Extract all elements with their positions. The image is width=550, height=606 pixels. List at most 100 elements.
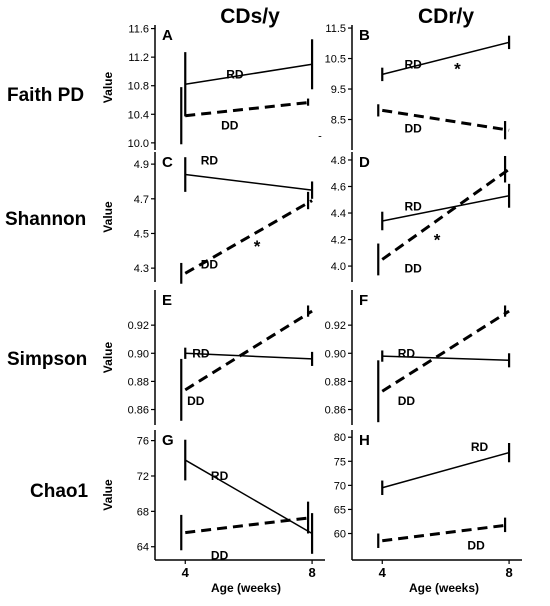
- y-tick-label: 60: [334, 529, 346, 541]
- y-tick-label: 0.88: [325, 376, 346, 388]
- series-line-rd: [185, 63, 313, 86]
- column-title-cdry: CDr/y: [418, 5, 474, 28]
- series-label-rd: RD: [471, 440, 489, 454]
- y-tick-label: 4.4: [331, 208, 346, 220]
- y-tick-label: 8.5: [331, 115, 346, 127]
- panel-grid: 10.0 10.4 10.8 11.2 11.6 Value A RD DD -8.5 9.5 10.…: [101, 23, 522, 580]
- panel-g: 4 8 64 68 72 76 Value G RD DD: [101, 430, 325, 580]
- extra-mark: -: [318, 130, 322, 142]
- panel-letter: D: [359, 154, 370, 171]
- series-label-dd: DD: [467, 539, 485, 553]
- series-line-rd: [185, 352, 313, 360]
- y-tick-label: 10.5: [325, 54, 346, 66]
- y-tick-label: 4.2: [331, 235, 346, 247]
- series-label-dd: DD: [405, 122, 423, 136]
- y-axis-title: Value: [101, 479, 115, 511]
- series-label-rd: RD: [226, 67, 244, 81]
- y-tick-label: 0.90: [128, 348, 149, 360]
- y-axis-title: Value: [101, 201, 115, 233]
- y-axis-title: Value: [101, 342, 115, 374]
- panel-letter: F: [359, 292, 368, 309]
- panel-letter: E: [162, 292, 172, 309]
- series-label-rd: RD: [398, 346, 416, 360]
- y-tick-label: 76: [137, 436, 149, 448]
- y-tick-label: 0.88: [128, 376, 149, 388]
- panel-letter: G: [162, 432, 174, 449]
- y-tick-label: 4.0: [331, 261, 346, 273]
- y-tick-label: 68: [137, 506, 149, 518]
- y-tick-label: 11.5: [325, 23, 346, 35]
- series-label-dd: DD: [398, 394, 416, 408]
- series-label-rd: RD: [211, 469, 229, 483]
- row-title-shannon: Shannon: [5, 209, 86, 230]
- series-line-rd: [382, 451, 510, 489]
- series-line-rd: [382, 355, 510, 362]
- panel-a: 10.0 10.4 10.8 11.2 11.6 Value A RD DD -: [101, 24, 322, 150]
- y-tick-label: 0.90: [325, 348, 346, 360]
- y-tick-label: 65: [334, 504, 346, 516]
- y-tick-label: 10.8: [128, 81, 149, 93]
- panel-h: 4 8 60 65 70 75 80 H RD DD: [334, 430, 522, 580]
- series-line-dd: [185, 516, 313, 535]
- series-line-dd: [382, 108, 510, 132]
- y-tick-label: 4.7: [134, 194, 149, 206]
- series-label-dd: DD: [201, 258, 219, 272]
- row-title-chao1: Chao1: [30, 481, 89, 502]
- y-tick-label: 4.3: [134, 263, 149, 275]
- panel-letter: H: [359, 432, 370, 449]
- panel-d: 4.0 4.2 4.4 4.6 4.8 D RD DD *: [331, 152, 511, 282]
- y-tick-label: 11.6: [128, 24, 149, 36]
- x-axis-title-left: Age (weeks): [211, 581, 281, 595]
- significance-marker: *: [454, 60, 461, 79]
- series-line-dd: [184, 199, 313, 275]
- series-line-rd: [185, 173, 313, 191]
- series-label-rd: RD: [405, 58, 423, 72]
- y-tick-label: 64: [137, 542, 149, 554]
- x-axis-title-right: Age (weeks): [409, 581, 479, 595]
- series-line-dd: [184, 309, 313, 392]
- panel-letter: C: [162, 154, 173, 171]
- panel-e: 0.86 0.88 0.90 0.92 Value E RD DD: [101, 290, 314, 425]
- y-tick-label: 11.2: [128, 52, 149, 64]
- row-title-faith-pd: Faith PD: [7, 85, 84, 106]
- row-title-simpson: Simpson: [7, 349, 87, 370]
- y-tick-label: 72: [137, 471, 149, 483]
- panel-letter: B: [359, 27, 370, 44]
- panel-letter: A: [162, 27, 173, 44]
- series-line-rd: [382, 195, 510, 222]
- significance-marker: *: [434, 231, 441, 250]
- series-line-rd: [184, 459, 313, 535]
- x-tick-label: 8: [308, 565, 315, 580]
- y-tick-label: 80: [334, 432, 346, 444]
- series-label-dd: DD: [211, 549, 229, 563]
- y-tick-label: 0.92: [128, 320, 149, 332]
- y-tick-label: 10.4: [128, 109, 149, 121]
- y-tick-label: 4.8: [331, 155, 346, 167]
- series-label-rd: RD: [192, 346, 210, 360]
- series-label-rd: RD: [201, 154, 219, 168]
- y-tick-label: 0.86: [325, 405, 346, 417]
- y-tick-label: 4.5: [134, 228, 149, 240]
- series-label-dd: DD: [187, 394, 205, 408]
- series-label-dd: DD: [405, 262, 423, 276]
- y-tick-label: 10.0: [128, 138, 149, 150]
- panel-f: 0.86 0.88 0.90 0.92 F RD DD: [325, 290, 511, 425]
- panel-b: 8.5 9.5 10.5 11.5 B RD DD *: [325, 23, 511, 150]
- series-label-rd: RD: [405, 199, 423, 213]
- y-axis-title: Value: [101, 72, 115, 104]
- significance-marker: *: [254, 237, 261, 256]
- series-label-dd: DD: [221, 119, 239, 133]
- y-tick-label: 0.92: [325, 320, 346, 332]
- x-tick-label: 8: [505, 565, 512, 580]
- series-line-dd: [382, 523, 510, 543]
- column-title-cdsy: CDs/y: [220, 5, 280, 28]
- y-tick-label: 70: [334, 480, 346, 492]
- x-tick-label: 4: [182, 565, 190, 580]
- series-line-dd: [381, 168, 510, 261]
- y-tick-label: 9.5: [331, 84, 346, 96]
- y-tick-label: 75: [334, 456, 346, 468]
- panel-c: 4.3 4.5 4.7 4.9 Value C RD DD *: [101, 152, 314, 284]
- series-line-dd: [185, 100, 313, 118]
- y-tick-label: 4.6: [331, 181, 346, 193]
